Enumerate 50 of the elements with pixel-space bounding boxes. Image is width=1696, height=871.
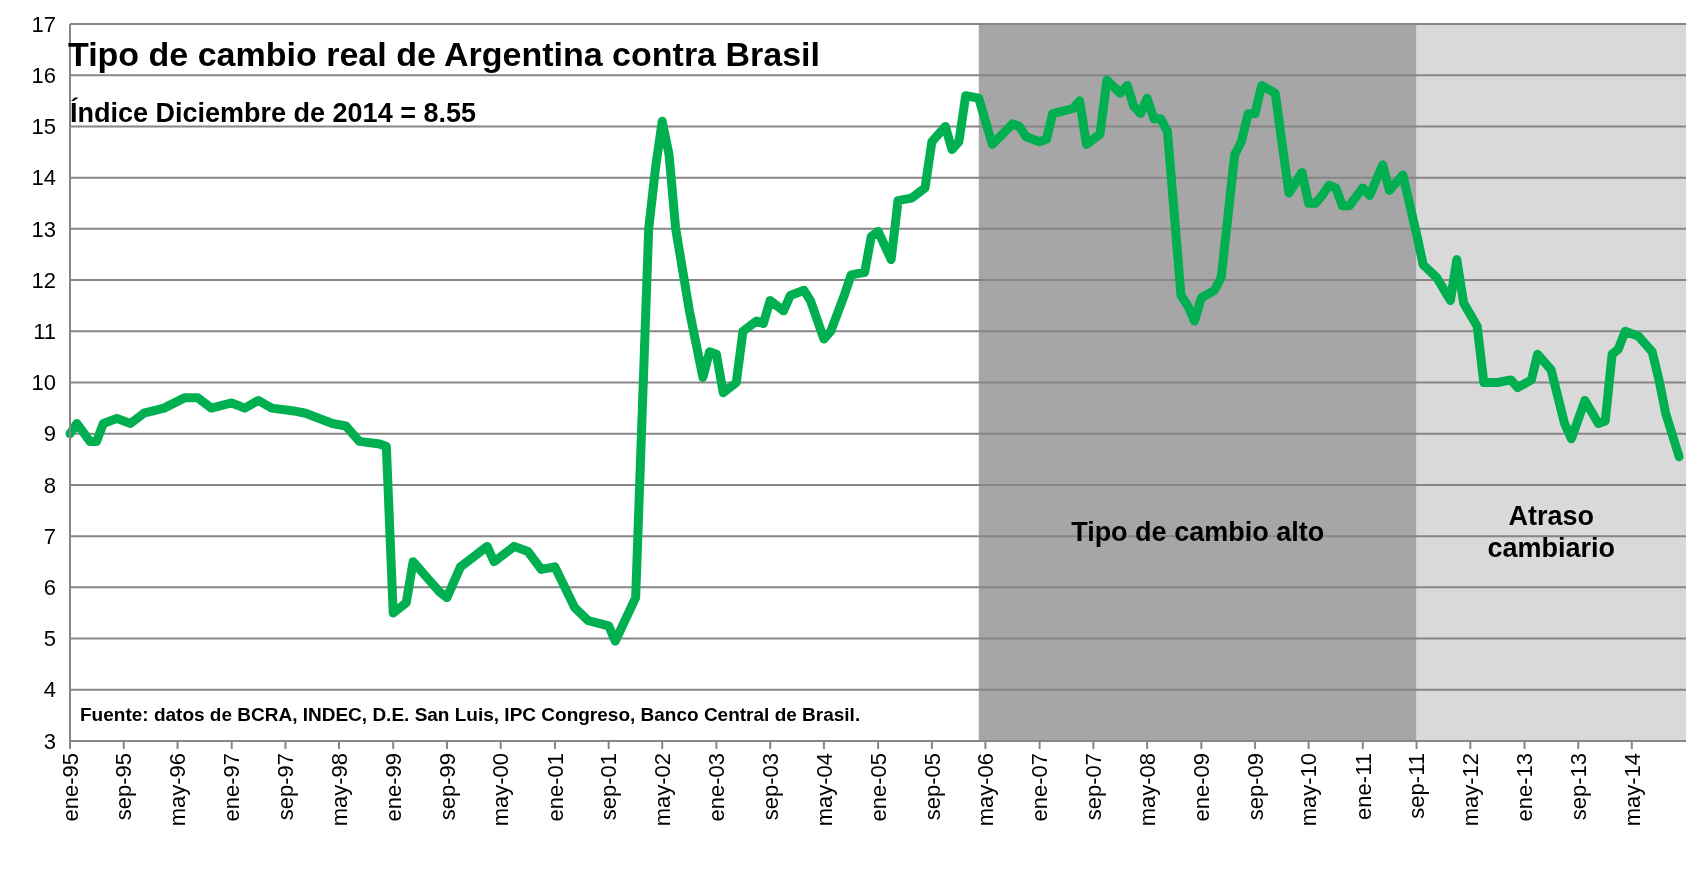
annotation: Fuente: datos de BCRA, INDEC, D.E. San Luis, IPC Congreso, Banco Central de Brasil. [80,704,861,725]
x-tick-label: sep-07 [1081,753,1107,821]
text: Índice Diciembre de 2014 = 8.55 [70,97,476,128]
y-tick-label: 4 [43,677,56,703]
x-tick-label: may-06 [973,753,999,827]
x-tick-label: sep-01 [596,753,622,821]
x-tick-label: may-10 [1296,753,1322,827]
x-tick-label: may-00 [488,753,514,827]
chart-title: Tipo de cambio real de Argentina contra Brasil [68,35,820,73]
x-tick-label: ene-95 [57,753,83,822]
y-tick-label: 6 [43,575,56,601]
x-tick-label: ene-01 [542,753,568,822]
y-tick-label: 9 [43,421,56,447]
x-tick-label: may-02 [649,753,675,827]
band-label: Tipo de cambio alto [1071,517,1325,548]
y-tick-label: 12 [31,267,56,293]
x-tick-label: ene-09 [1189,753,1215,822]
x-tick-label: may-14 [1619,753,1645,827]
x-tick-label: ene-13 [1512,753,1538,822]
x-tick-label: ene-05 [865,753,891,822]
y-tick-label: 17 [31,11,56,37]
x-tick-label: sep-97 [273,753,299,821]
x-tick-label: sep-03 [757,753,783,821]
y-tick-label: 11 [33,318,56,344]
x-tick-label: ene-03 [704,753,730,822]
x-tick-label: ene-99 [380,753,406,822]
x-tick-label: may-98 [326,753,352,827]
x-tick-label: sep-13 [1565,753,1591,821]
x-tick-label: ene-97 [219,753,245,822]
x-tick-label: may-04 [811,753,837,827]
x-tick-label: sep-95 [111,753,137,821]
y-tick-label: 7 [43,523,56,549]
x-tick-label: ene-11 [1350,753,1376,820]
x-tick-label: may-96 [165,753,191,827]
y-tick-label: 3 [43,728,56,754]
y-tick-label: 13 [31,216,56,242]
x-tick-label: may-12 [1458,753,1484,827]
y-tick-label: 15 [31,114,56,140]
band-label: Atraso cambiario [1487,501,1616,564]
y-tick-label: 8 [43,472,56,498]
x-tick-label: sep-05 [919,753,945,821]
y-tick-label: 10 [31,370,56,396]
x-tick-label: may-08 [1134,753,1160,827]
x-tick-label: sep-99 [434,753,460,821]
y-tick-label: 16 [31,62,56,88]
x-tick-label: sep-11 [1404,753,1430,819]
y-tick-label: 14 [31,165,56,191]
x-tick-label: ene-07 [1027,753,1053,822]
x-tick-label: sep-09 [1242,753,1268,821]
y-tick-label: 5 [43,626,56,652]
